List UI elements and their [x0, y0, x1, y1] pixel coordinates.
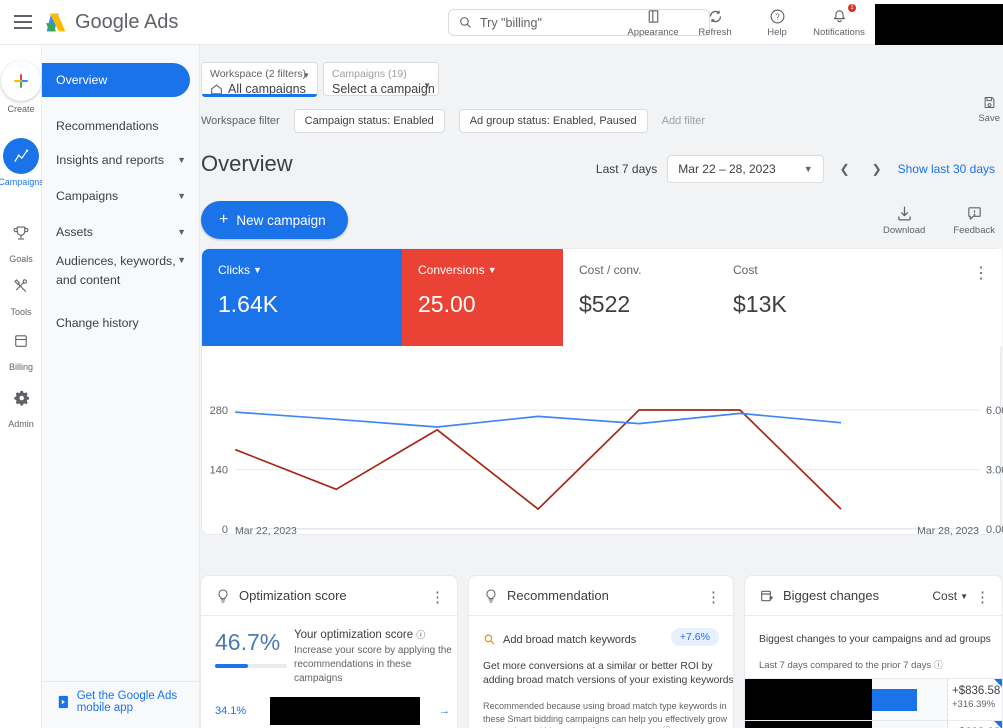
svg-text:?: ? [775, 12, 780, 21]
svg-text:Mar 22, 2023: Mar 22, 2023 [235, 525, 297, 536]
svg-text:0.00: 0.00 [986, 524, 1003, 536]
svg-text:6.00: 6.00 [986, 405, 1003, 417]
svg-text:0: 0 [222, 524, 228, 536]
svg-text:140: 140 [210, 465, 228, 477]
svg-text:3.00: 3.00 [986, 465, 1003, 477]
svg-text:Mar 28, 2023: Mar 28, 2023 [917, 525, 979, 536]
svg-text:280: 280 [210, 405, 228, 417]
